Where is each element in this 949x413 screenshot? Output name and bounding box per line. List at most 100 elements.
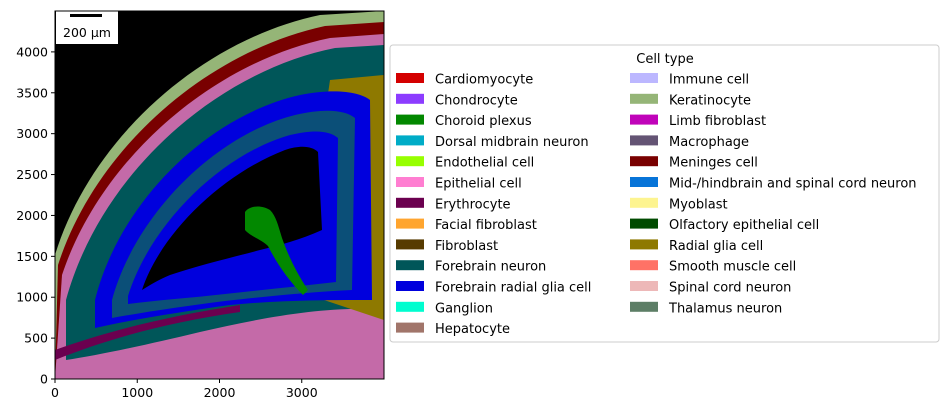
legend-label: Keratinocyte bbox=[669, 93, 751, 108]
legend-title: Cell type bbox=[636, 52, 693, 67]
legend-swatch bbox=[630, 114, 658, 125]
legend-entry: Macrophage bbox=[630, 135, 749, 150]
ventricle-cavity bbox=[142, 146, 322, 290]
legend-entry: Limb fibroblast bbox=[630, 114, 766, 129]
scale-bar-line bbox=[70, 14, 102, 17]
legend-label: Fibroblast bbox=[435, 239, 498, 254]
legend-swatch bbox=[396, 135, 424, 146]
legend-entry: Cardiomyocyte bbox=[396, 73, 533, 88]
legend-label: Forebrain neuron bbox=[435, 260, 546, 275]
legend-swatch bbox=[630, 73, 658, 83]
legend-entry: Epithelial cell bbox=[396, 177, 522, 192]
tissue-region-erythrocyte-streak bbox=[55, 305, 240, 360]
legend-swatch bbox=[630, 260, 658, 271]
legend-label: Smooth muscle cell bbox=[669, 260, 796, 275]
legend-label: Choroid plexus bbox=[435, 114, 532, 129]
legend-label: Thalamus neuron bbox=[668, 301, 782, 316]
legend-entry: Spinal cord neuron bbox=[630, 281, 791, 296]
legend-swatch bbox=[630, 177, 658, 187]
legend-swatch bbox=[396, 73, 424, 83]
legend-swatch bbox=[630, 135, 658, 146]
x-tick-label: 1000 bbox=[121, 385, 153, 400]
y-tick-label: 4000 bbox=[16, 44, 48, 59]
legend-entry: Chondrocyte bbox=[396, 93, 518, 108]
y-tick-label: 500 bbox=[24, 331, 48, 346]
legend-swatch bbox=[396, 301, 424, 312]
legend: Cell type Cardiomyocyte Chondrocyte Choroi… bbox=[389, 44, 940, 343]
legend-swatch bbox=[396, 260, 424, 271]
legend-label: Dorsal midbrain neuron bbox=[435, 135, 589, 150]
legend-entry: Immune cell bbox=[630, 73, 749, 88]
legend-label: Forebrain radial glia cell bbox=[435, 281, 591, 296]
y-tick-label: 2000 bbox=[16, 208, 48, 223]
legend-entry: Myoblast bbox=[630, 197, 728, 212]
axes: 0 1000 2000 3000 0 500 1000 1500 2000 2500 3000 350… bbox=[16, 44, 318, 400]
legend-swatch bbox=[396, 322, 424, 333]
legend-label: Olfactory epithelial cell bbox=[669, 218, 819, 233]
legend-entry: Radial glia cell bbox=[630, 239, 763, 254]
legend-label: Meninges cell bbox=[669, 156, 758, 171]
legend-label: Hepatocyte bbox=[435, 322, 510, 337]
scale-bar: 200 µm bbox=[56, 11, 118, 44]
x-tick-label: 3000 bbox=[286, 385, 318, 400]
legend-swatch bbox=[630, 93, 658, 104]
y-tick-label: 1000 bbox=[16, 290, 48, 305]
x-tick-label: 0 bbox=[51, 385, 59, 400]
legend-entry: Meninges cell bbox=[630, 156, 758, 171]
legend-swatch bbox=[396, 156, 424, 167]
legend-label: Immune cell bbox=[669, 73, 749, 88]
legend-entry: Hepatocyte bbox=[396, 322, 510, 337]
legend-entry: Smooth muscle cell bbox=[630, 260, 796, 275]
legend-entry: Endothelial cell bbox=[396, 156, 534, 171]
legend-swatch bbox=[630, 197, 658, 208]
legend-label: Macrophage bbox=[669, 135, 749, 150]
legend-entry: Erythrocyte bbox=[396, 197, 511, 212]
legend-entry: Fibroblast bbox=[396, 239, 498, 254]
tissue-map-plot: 200 µm 0 1000 2000 3000 0 500 1000 1500 2000 2500… bbox=[16, 10, 385, 400]
legend-swatch bbox=[396, 218, 424, 229]
legend-swatch bbox=[396, 177, 424, 187]
legend-label: Chondrocyte bbox=[435, 93, 518, 108]
legend-swatch bbox=[630, 301, 658, 312]
legend-label: Cardiomyocyte bbox=[435, 73, 533, 88]
legend-swatch bbox=[396, 239, 424, 250]
legend-label: Myoblast bbox=[669, 197, 728, 212]
y-tick-label: 0 bbox=[40, 372, 48, 387]
legend-entry: Facial fibroblast bbox=[396, 218, 537, 233]
legend-swatch bbox=[396, 93, 424, 104]
legend-entry: Forebrain neuron bbox=[396, 260, 546, 275]
legend-frame bbox=[389, 44, 940, 343]
legend-swatch bbox=[396, 114, 424, 125]
legend-swatch bbox=[396, 281, 424, 291]
y-tick-label: 3000 bbox=[16, 126, 48, 141]
scale-bar-label: 200 µm bbox=[63, 25, 111, 40]
legend-label: Mid-/hindbrain and spinal cord neuron bbox=[669, 177, 917, 192]
legend-label: Facial fibroblast bbox=[435, 218, 537, 233]
legend-swatch bbox=[630, 239, 658, 250]
legend-entry: Mid-/hindbrain and spinal cord neuron bbox=[630, 177, 917, 192]
legend-label: Ganglion bbox=[435, 301, 493, 316]
legend-entry: Choroid plexus bbox=[396, 114, 532, 129]
legend-entries: Cardiomyocyte Chondrocyte Choroid plexus Do… bbox=[396, 73, 917, 337]
y-tick-label: 2500 bbox=[16, 167, 48, 182]
legend-entry: Dorsal midbrain neuron bbox=[396, 135, 589, 150]
legend-swatch bbox=[630, 218, 658, 229]
legend-label: Erythrocyte bbox=[435, 197, 511, 212]
legend-entry: Thalamus neuron bbox=[630, 301, 782, 316]
y-tick-label: 1500 bbox=[16, 249, 48, 264]
legend-entry: Keratinocyte bbox=[630, 93, 751, 108]
legend-label: Endothelial cell bbox=[435, 156, 534, 171]
y-tick-label: 3500 bbox=[16, 85, 48, 100]
legend-entry: Forebrain radial glia cell bbox=[396, 281, 591, 296]
legend-entry: Olfactory epithelial cell bbox=[630, 218, 819, 233]
legend-label: Radial glia cell bbox=[669, 239, 763, 254]
tissue-section-image bbox=[55, 11, 384, 379]
legend-label: Epithelial cell bbox=[435, 177, 522, 192]
legend-entry: Ganglion bbox=[396, 301, 493, 316]
legend-label: Limb fibroblast bbox=[669, 114, 766, 129]
legend-swatch bbox=[630, 156, 658, 167]
tissue-region-choroid-plexus bbox=[245, 206, 308, 295]
legend-swatch bbox=[630, 281, 658, 291]
legend-swatch bbox=[396, 197, 424, 208]
